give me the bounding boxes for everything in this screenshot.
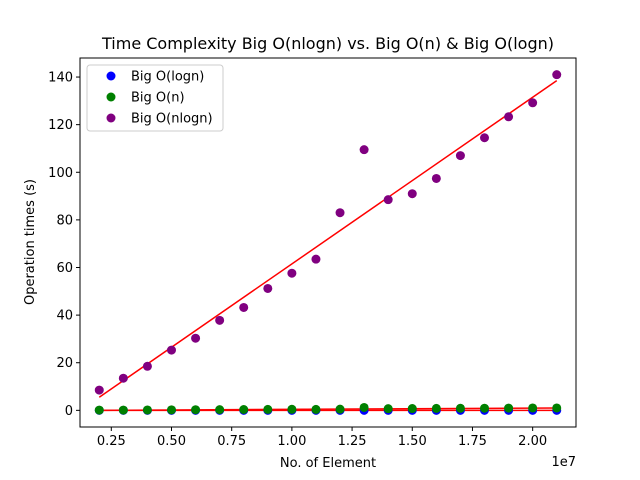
data-point-series-3	[335, 208, 345, 218]
data-point-series-3	[407, 189, 417, 199]
y-tick-label: 140	[48, 71, 73, 86]
data-point-series-2	[335, 404, 345, 414]
legend-label: Big O(nlogn)	[131, 112, 213, 127]
data-point-series-2	[142, 405, 152, 415]
plot-area: 0.25 0.50 0.75 1.00 1.25 1.50 1.75 2.00 0 20 40 60 8…	[48, 57, 577, 449]
legend: Big O(logn) Big O(n) Big O(nlogn)	[86, 64, 224, 132]
y-tick-label: 100	[48, 166, 73, 181]
data-point-series-2	[287, 404, 297, 414]
data-point-series-2	[455, 403, 465, 413]
legend-label: Big O(n)	[131, 91, 185, 106]
data-point-series-3	[191, 333, 201, 343]
legend-marker	[106, 71, 116, 81]
data-point-series-3	[239, 302, 249, 312]
x-tick-label: 1.75	[458, 434, 487, 449]
data-point-series-3	[118, 373, 128, 383]
data-point-series-2	[166, 405, 176, 415]
x-tick-label: 1.25	[338, 434, 367, 449]
data-point-series-2	[311, 404, 321, 414]
data-point-series-3	[287, 268, 297, 278]
trend-line-1	[98, 79, 558, 398]
axes-frame	[79, 57, 577, 428]
data-point-series-3	[504, 112, 514, 122]
x-tick-label: 2.00	[518, 434, 547, 449]
data-point-series-2	[215, 405, 225, 415]
x-tick-label: 1.50	[398, 434, 427, 449]
data-point-series-2	[504, 403, 514, 413]
legend-box	[86, 64, 224, 132]
data-point-series-3	[431, 173, 441, 183]
data-point-series-2	[480, 403, 490, 413]
y-axis-label: Operation times (s)	[23, 179, 38, 305]
chart-title: Time Complexity Big O(nlogn) vs. Big O(n…	[101, 34, 554, 53]
legend-label: Big O(logn)	[131, 70, 204, 85]
y-tick-label: 0	[65, 404, 73, 419]
data-point-series-3	[383, 195, 393, 205]
data-point-series-3	[480, 133, 490, 143]
data-point-series-3	[311, 254, 321, 264]
x-tick-label: 1.00	[277, 434, 306, 449]
data-point-series-2	[528, 403, 538, 413]
data-point-series-2	[94, 405, 104, 415]
data-point-series-3	[166, 345, 176, 355]
data-point-series-3	[142, 361, 152, 371]
data-point-series-2	[239, 405, 249, 415]
data-point-series-3	[455, 151, 465, 161]
data-point-series-3	[94, 385, 104, 395]
data-point-series-3	[552, 70, 562, 80]
x-tick-label: 0.50	[157, 434, 186, 449]
data-point-series-2	[359, 402, 369, 412]
x-axis-offset-label: 1e7	[551, 455, 576, 470]
data-point-series-2	[263, 404, 273, 414]
data-point-series-2	[191, 405, 201, 415]
data-point-series-3	[215, 315, 225, 325]
y-tick-label: 120	[48, 118, 73, 133]
data-point-series-2	[431, 403, 441, 413]
y-tick-label: 80	[56, 213, 73, 228]
data-point-series-2	[118, 405, 128, 415]
x-tick-label: 0.75	[217, 434, 246, 449]
y-tick-label: 20	[56, 356, 73, 371]
data-point-series-2	[383, 404, 393, 414]
y-tick-label: 60	[56, 261, 73, 276]
legend-marker	[106, 113, 116, 123]
y-tick-label: 40	[56, 309, 73, 324]
data-point-series-3	[263, 283, 273, 293]
data-point-series-2	[552, 403, 562, 413]
data-point-series-3	[528, 98, 538, 108]
x-tick-label: 0.25	[97, 434, 126, 449]
data-point-series-2	[407, 404, 417, 414]
x-axis-label: No. of Element	[280, 456, 376, 471]
data-point-series-3	[359, 145, 369, 155]
legend-marker	[106, 92, 116, 102]
